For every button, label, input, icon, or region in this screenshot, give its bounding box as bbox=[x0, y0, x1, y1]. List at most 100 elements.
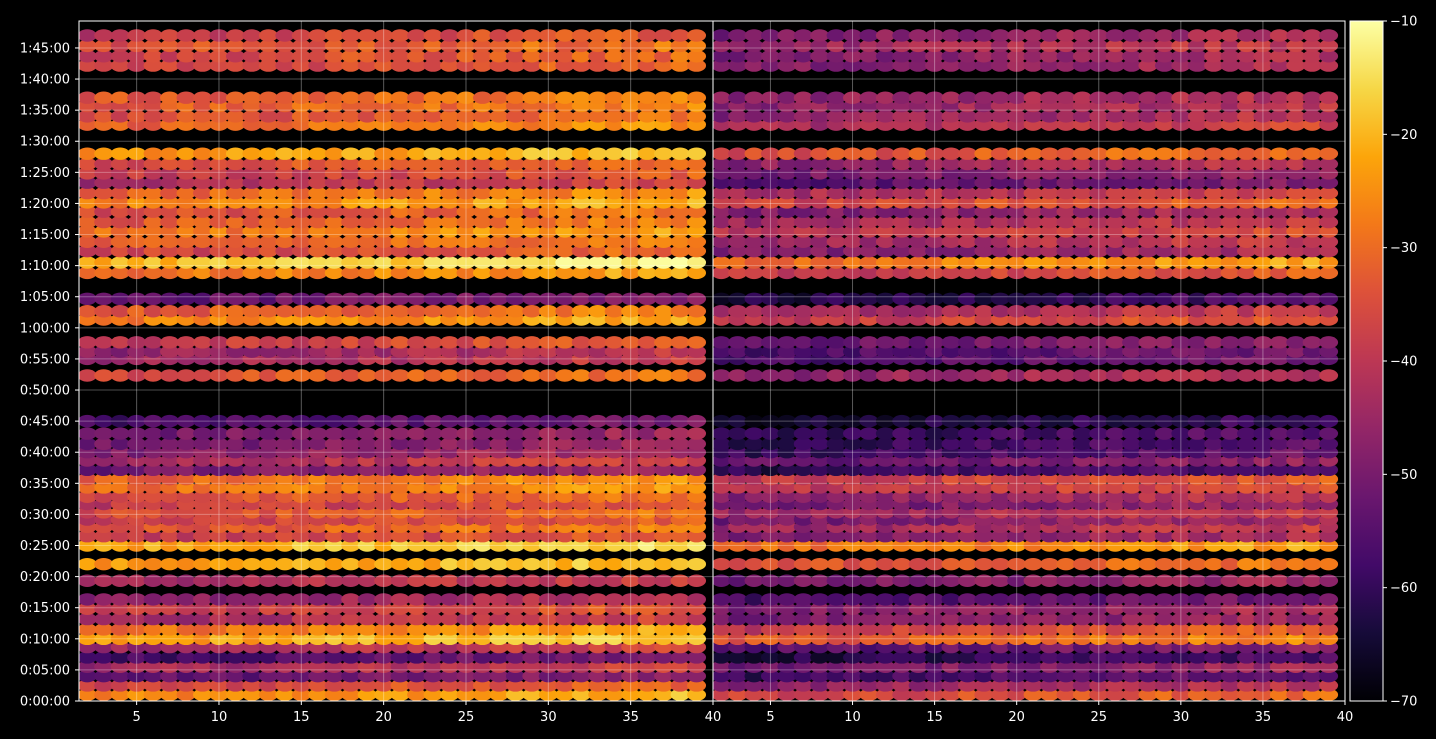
heatmap-cell bbox=[1187, 472, 1207, 486]
heatmap-cell bbox=[908, 91, 928, 104]
heatmap-cell bbox=[1138, 539, 1158, 552]
heatmap-cell bbox=[637, 305, 657, 318]
heatmap-cell bbox=[713, 167, 731, 180]
heatmap-cell bbox=[1007, 602, 1027, 615]
heatmap-cell bbox=[160, 574, 180, 587]
heatmap-cell bbox=[637, 59, 657, 72]
heatmap-cell bbox=[728, 472, 748, 486]
heatmap-cell bbox=[242, 147, 262, 160]
heatmap-cell bbox=[1138, 660, 1158, 673]
heatmap-cell bbox=[974, 414, 994, 428]
heatmap-cell bbox=[538, 59, 558, 72]
heatmap-cell bbox=[875, 414, 895, 428]
heatmap-cell bbox=[1023, 669, 1043, 683]
heatmap-cell bbox=[990, 623, 1010, 636]
heatmap-cell bbox=[456, 427, 476, 440]
heatmap-cell bbox=[176, 235, 196, 248]
heatmap-cell bbox=[957, 472, 977, 486]
heatmap-cell bbox=[571, 679, 591, 692]
heatmap-cell bbox=[1187, 91, 1207, 104]
heatmap-cell bbox=[110, 414, 130, 428]
heatmap-cell bbox=[990, 256, 1010, 269]
heatmap-cell bbox=[456, 557, 476, 571]
heatmap-cell bbox=[440, 651, 460, 664]
heatmap-cell bbox=[209, 437, 229, 451]
heatmap-cell bbox=[777, 369, 797, 382]
heatmap-cell bbox=[1105, 490, 1125, 503]
heatmap-cell bbox=[793, 39, 813, 53]
heatmap-cell bbox=[357, 593, 377, 606]
heatmap-cell bbox=[687, 632, 707, 646]
heatmap-cell bbox=[957, 235, 977, 248]
heatmap-cell bbox=[1122, 427, 1142, 440]
heatmap-cell bbox=[94, 539, 114, 552]
heatmap-cell bbox=[522, 612, 542, 626]
heatmap-cell bbox=[127, 427, 147, 440]
heatmap-cell bbox=[908, 176, 928, 189]
heatmap-cell bbox=[859, 110, 879, 123]
heatmap-cell bbox=[908, 256, 928, 269]
heatmap-cell bbox=[1319, 679, 1339, 692]
heatmap-cell bbox=[1302, 91, 1322, 104]
heatmap-cell bbox=[760, 225, 780, 238]
heatmap-cell bbox=[1319, 244, 1339, 258]
heatmap-cell bbox=[258, 50, 278, 63]
heatmap-cell bbox=[110, 225, 130, 238]
heatmap-cell bbox=[1072, 490, 1092, 503]
heatmap-cell bbox=[258, 574, 278, 587]
heatmap-cell bbox=[341, 539, 361, 552]
heatmap-cell bbox=[407, 147, 427, 160]
heatmap-cell bbox=[859, 632, 879, 646]
heatmap-cell bbox=[654, 623, 674, 636]
heatmap-cell bbox=[160, 110, 180, 123]
heatmap-cell bbox=[225, 225, 245, 238]
heatmap-cell bbox=[1204, 574, 1224, 587]
heatmap-cell bbox=[744, 235, 764, 248]
heatmap-cell bbox=[875, 50, 895, 63]
heatmap-cell bbox=[160, 225, 180, 238]
heatmap-cell bbox=[160, 167, 180, 180]
heatmap-cell bbox=[687, 651, 707, 664]
heatmap-cell bbox=[1302, 427, 1322, 440]
heatmap-cell bbox=[744, 472, 764, 486]
heatmap-cell bbox=[94, 147, 114, 160]
heatmap-cell bbox=[859, 414, 879, 428]
heatmap-cell bbox=[291, 196, 311, 209]
heatmap-cell bbox=[875, 651, 895, 664]
heatmap-cell bbox=[308, 305, 328, 318]
heatmap-cell bbox=[440, 186, 460, 200]
heatmap-cell bbox=[810, 215, 830, 229]
heatmap-cell bbox=[225, 529, 245, 543]
heatmap-cell bbox=[193, 632, 213, 646]
heatmap-cell bbox=[407, 490, 427, 503]
heatmap-cell bbox=[1269, 196, 1289, 209]
heatmap-cell bbox=[843, 602, 863, 615]
heatmap-cell bbox=[1187, 235, 1207, 248]
heatmap-cell bbox=[456, 688, 476, 701]
heatmap-cell bbox=[1237, 225, 1257, 238]
heatmap-cell bbox=[1302, 679, 1322, 692]
heatmap-cell bbox=[374, 215, 394, 229]
heatmap-cell bbox=[242, 632, 262, 646]
heatmap-cell bbox=[826, 623, 846, 636]
heatmap-cell bbox=[1154, 369, 1174, 382]
heatmap-cell bbox=[1171, 39, 1191, 53]
heatmap-cell bbox=[209, 623, 229, 636]
heatmap-cell bbox=[637, 225, 657, 238]
heatmap-cell bbox=[324, 205, 344, 218]
colorbar-tick-label: −10 bbox=[1390, 15, 1417, 30]
heatmap-cell bbox=[713, 91, 731, 104]
heatmap-cell bbox=[1072, 529, 1092, 543]
heatmap-cell bbox=[1286, 157, 1306, 171]
heatmap-cell bbox=[143, 292, 163, 306]
heatmap-cell bbox=[744, 157, 764, 171]
heatmap-cell bbox=[588, 196, 608, 209]
heatmap-cell bbox=[143, 244, 163, 258]
heatmap-cell bbox=[1269, 632, 1289, 646]
heatmap-cell bbox=[670, 59, 690, 72]
heatmap-cell bbox=[859, 59, 879, 72]
heatmap-cell bbox=[793, 632, 813, 646]
heatmap-cell bbox=[1122, 256, 1142, 269]
heatmap-cell bbox=[489, 437, 509, 451]
heatmap-cell bbox=[687, 235, 707, 248]
